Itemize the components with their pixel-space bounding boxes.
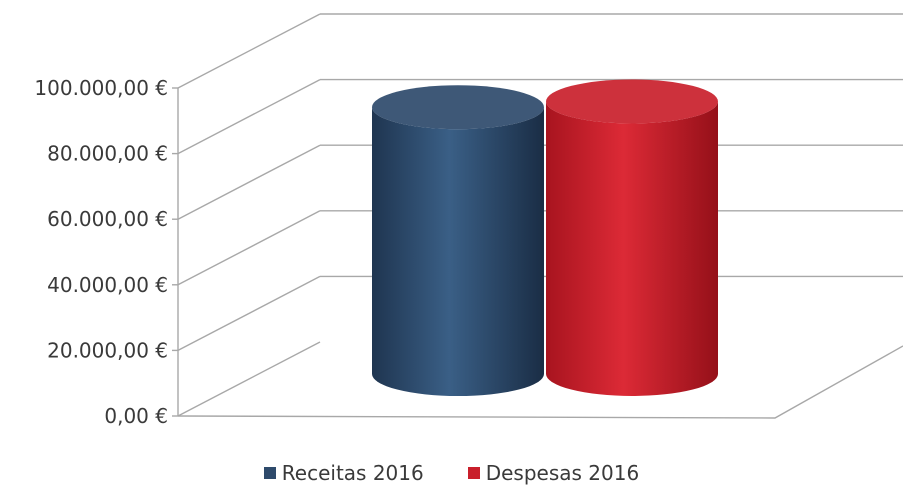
y-axis-ticks: 0,00 € 20.000,00 € 40.000,00 € 60.000,00 € 8… [34, 76, 178, 428]
gridline-side [177, 275, 321, 352]
legend-swatch-receitas [263, 467, 276, 479]
y-tick-label: 60.000,00 € [47, 207, 168, 231]
legend: Receitas 2016 Despesas 2016 [0, 458, 903, 488]
floor-edge [177, 345, 903, 419]
gridline-side [177, 13, 321, 89]
bar-despesas-top [546, 79, 718, 124]
chart-bars [372, 79, 718, 396]
gridline-side [177, 78, 321, 155]
y-tick-label: 80.000,00 € [47, 142, 168, 166]
bar-receitas-top [372, 85, 544, 130]
y-tick-label: 100.000,00 € [34, 76, 168, 100]
bar-receitas-body [372, 107, 544, 396]
legend-swatch-despesas [467, 467, 480, 479]
y-tick-label: 40.000,00 € [47, 273, 168, 297]
y-tick-label: 20.000,00 € [47, 338, 168, 362]
legend-item-receitas: Receitas 2016 [263, 458, 424, 488]
bar-despesas-body [546, 101, 718, 396]
gridline-side [177, 341, 321, 417]
y-tick-label: 0,00 € [104, 404, 168, 428]
gridline-side [177, 144, 321, 220]
legend-label-despesas: Despesas 2016 [485, 461, 640, 485]
legend-label-receitas: Receitas 2016 [281, 461, 424, 485]
gridline-side [177, 210, 321, 286]
legend-item-despesas: Despesas 2016 [467, 458, 640, 488]
